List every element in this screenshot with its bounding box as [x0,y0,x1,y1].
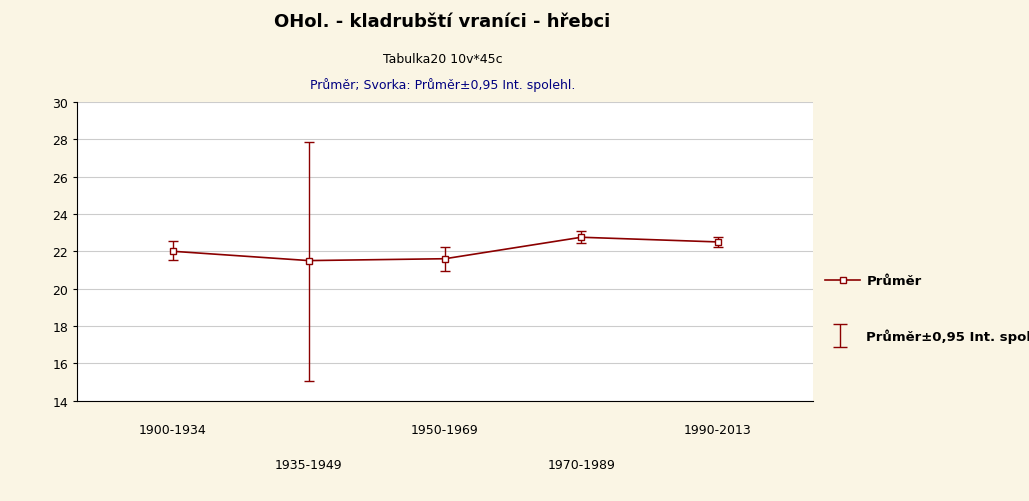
Text: Průměr; Svorka: Průměr±0,95 Int. spolehl.: Průměr; Svorka: Průměr±0,95 Int. spolehl… [310,78,575,92]
Text: Tabulka20 10v*45c: Tabulka20 10v*45c [383,53,502,66]
Text: 1990-2013: 1990-2013 [683,423,751,436]
Text: 1950-1969: 1950-1969 [412,423,478,436]
Text: 1970-1989: 1970-1989 [547,458,615,471]
Text: Průměr: Průměr [866,274,922,287]
Text: 1935-1949: 1935-1949 [275,458,343,471]
Text: OHol. - kladrubští vraníci - hřebci: OHol. - kladrubští vraníci - hřebci [275,13,610,31]
Text: 1900-1934: 1900-1934 [139,423,207,436]
Text: Průměr±0,95 Int. spolehl.: Průměr±0,95 Int. spolehl. [866,328,1029,343]
